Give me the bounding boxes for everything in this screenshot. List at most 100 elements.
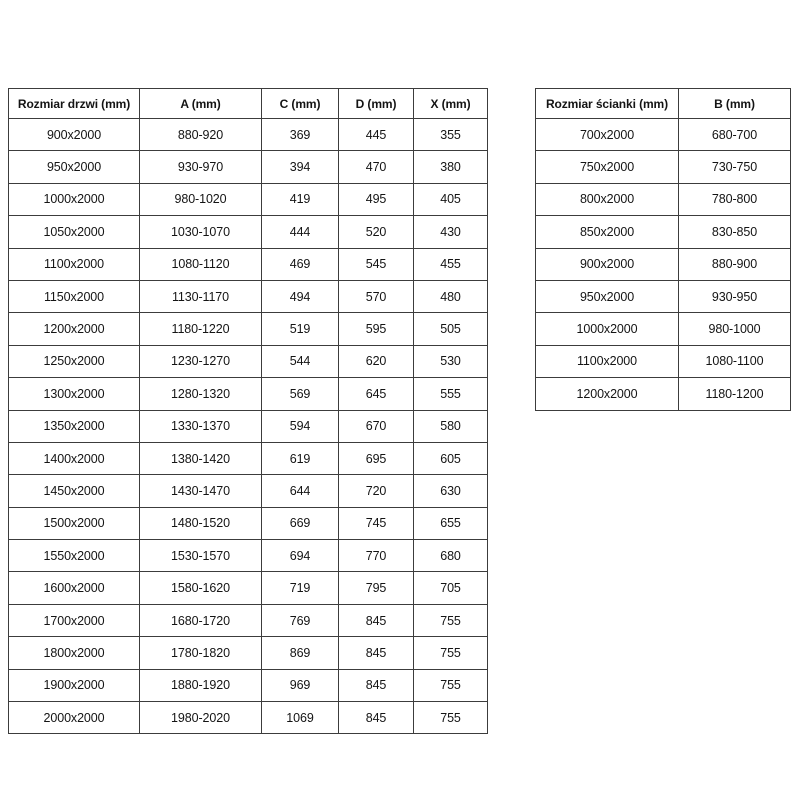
table-row: 1500x2000 1480-1520 669 745 655 (8, 506, 488, 541)
cell-wall-size: 700x2000 (535, 117, 679, 152)
cell-door-size: 1150x2000 (8, 279, 140, 314)
cell-d: 845 (338, 701, 414, 735)
cell-door-size: 1300x2000 (8, 377, 140, 411)
cell-x: 555 (413, 377, 488, 411)
cell-a: 1380-1420 (139, 441, 262, 476)
cell-x: 630 (413, 474, 488, 508)
cell-door-size: 2000x2000 (8, 701, 140, 735)
cell-x: 755 (413, 636, 488, 670)
cell-x: 505 (413, 312, 488, 346)
cell-wall-size: 1200x2000 (535, 377, 679, 411)
cell-c: 469 (261, 247, 339, 281)
table-row: 900x2000 880-900 (535, 247, 791, 281)
cell-x: 755 (413, 603, 488, 638)
cell-c: 594 (261, 409, 339, 443)
cell-door-size: 1350x2000 (8, 409, 140, 443)
wall-table-header: Rozmiar ścianki (mm) B (mm) (535, 88, 791, 119)
cell-a: 980-1020 (139, 182, 262, 217)
cell-b: 780-800 (678, 182, 791, 217)
cell-b: 1080-1100 (678, 344, 791, 379)
cell-x: 480 (413, 279, 488, 314)
cell-d: 620 (338, 344, 414, 379)
cell-wall-size: 750x2000 (535, 150, 679, 184)
cell-door-size: 1550x2000 (8, 539, 140, 573)
cell-a: 1330-1370 (139, 409, 262, 443)
column-header-wall-size: Rozmiar ścianki (mm) (535, 88, 679, 119)
cell-door-size: 1600x2000 (8, 571, 140, 605)
table-row: 1200x2000 1180-1220 519 595 505 (8, 312, 488, 346)
cell-x: 680 (413, 539, 488, 573)
wall-table-body: 700x2000 680-700 750x2000 730-750 800x2000 78… (535, 117, 791, 411)
cell-x: 655 (413, 506, 488, 541)
cell-c: 769 (261, 603, 339, 638)
cell-a: 1580-1620 (139, 571, 262, 605)
cell-d: 745 (338, 506, 414, 541)
cell-c: 669 (261, 506, 339, 541)
cell-a: 1880-1920 (139, 668, 262, 703)
cell-a: 1480-1520 (139, 506, 262, 541)
cell-x: 430 (413, 215, 488, 249)
cell-a: 1980-2020 (139, 701, 262, 735)
table-row: 1350x2000 1330-1370 594 670 580 (8, 409, 488, 443)
cell-a: 1230-1270 (139, 344, 262, 379)
cell-d: 845 (338, 636, 414, 670)
cell-a: 1030-1070 (139, 215, 262, 249)
cell-c: 694 (261, 539, 339, 573)
cell-door-size: 1500x2000 (8, 506, 140, 541)
cell-door-size: 1100x2000 (8, 247, 140, 281)
cell-d: 645 (338, 377, 414, 411)
table-row: 1450x2000 1430-1470 644 720 630 (8, 474, 488, 508)
cell-d: 720 (338, 474, 414, 508)
door-table-body: 900x2000 880-920 369 445 355 950x2000 930-970 3… (8, 117, 488, 735)
cell-x: 755 (413, 668, 488, 703)
table-row: 2000x2000 1980-2020 1069 845 755 (8, 701, 488, 735)
table-row: 1100x2000 1080-1120 469 545 455 (8, 247, 488, 281)
table-row: 1250x2000 1230-1270 544 620 530 (8, 344, 488, 379)
cell-a: 1180-1220 (139, 312, 262, 346)
door-table-header: Rozmiar drzwi (mm) A (mm) C (mm) D (mm) … (8, 88, 488, 119)
table-row: 1800x2000 1780-1820 869 845 755 (8, 636, 488, 670)
cell-d: 470 (338, 150, 414, 184)
table-row: 1400x2000 1380-1420 619 695 605 (8, 441, 488, 476)
column-header-x: X (mm) (413, 88, 488, 119)
cell-c: 719 (261, 571, 339, 605)
table-row: 1200x2000 1180-1200 (535, 377, 791, 411)
table-row: 1900x2000 1880-1920 969 845 755 (8, 668, 488, 703)
cell-door-size: 950x2000 (8, 150, 140, 184)
cell-c: 619 (261, 441, 339, 476)
door-size-table: Rozmiar drzwi (mm) A (mm) C (mm) D (mm) … (8, 88, 488, 735)
cell-b: 930-950 (678, 279, 791, 314)
cell-wall-size: 900x2000 (535, 247, 679, 281)
cell-a: 1680-1720 (139, 603, 262, 638)
cell-door-size: 1400x2000 (8, 441, 140, 476)
cell-c: 369 (261, 117, 339, 152)
cell-b: 830-850 (678, 215, 791, 249)
cell-d: 545 (338, 247, 414, 281)
cell-c: 419 (261, 182, 339, 217)
column-header-door-size: Rozmiar drzwi (mm) (8, 88, 140, 119)
table-header-row: Rozmiar drzwi (mm) A (mm) C (mm) D (mm) … (8, 88, 488, 119)
table-row: 850x2000 830-850 (535, 215, 791, 249)
cell-d: 520 (338, 215, 414, 249)
cell-x: 405 (413, 182, 488, 217)
cell-door-size: 1450x2000 (8, 474, 140, 508)
cell-x: 380 (413, 150, 488, 184)
cell-d: 595 (338, 312, 414, 346)
column-header-d: D (mm) (338, 88, 414, 119)
cell-door-size: 1700x2000 (8, 603, 140, 638)
cell-a: 1430-1470 (139, 474, 262, 508)
cell-a: 1130-1170 (139, 279, 262, 314)
cell-x: 355 (413, 117, 488, 152)
cell-wall-size: 800x2000 (535, 182, 679, 217)
table-row: 1150x2000 1130-1170 494 570 480 (8, 279, 488, 314)
cell-door-size: 1250x2000 (8, 344, 140, 379)
cell-x: 705 (413, 571, 488, 605)
cell-c: 544 (261, 344, 339, 379)
table-row: 1100x2000 1080-1100 (535, 344, 791, 379)
table-row: 1700x2000 1680-1720 769 845 755 (8, 603, 488, 638)
cell-d: 445 (338, 117, 414, 152)
cell-c: 569 (261, 377, 339, 411)
cell-c: 394 (261, 150, 339, 184)
cell-d: 570 (338, 279, 414, 314)
